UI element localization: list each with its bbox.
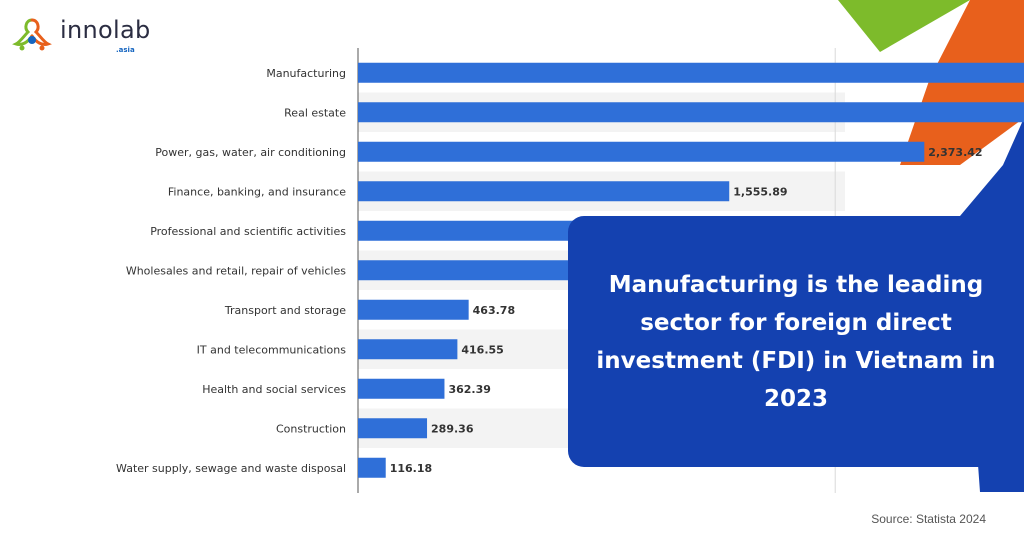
bar [358, 339, 458, 360]
category-label: Finance, banking, and insurance [168, 185, 346, 198]
bar [358, 299, 469, 320]
category-label: Wholesales and retail, repair of vehicle… [126, 264, 346, 277]
value-label: 289.36 [431, 422, 474, 435]
headline-text: Manufacturing is the leading sector for … [596, 271, 996, 412]
category-label: Power, gas, water, air conditioning [155, 146, 346, 159]
source-note: Source: Statista 2024 [871, 512, 986, 526]
bar [358, 378, 445, 399]
bar [358, 181, 730, 202]
category-label: IT and telecommunications [197, 343, 347, 356]
logo-mark-icon [12, 18, 52, 51]
innolab-logo: innolab .asia [12, 14, 152, 58]
value-label: 463.78 [473, 304, 515, 317]
bar [358, 141, 925, 162]
bar [358, 102, 1024, 123]
green-shape [838, 0, 970, 52]
value-label: 1,555.89 [733, 185, 787, 198]
value-label: 416.55 [461, 343, 503, 356]
bar [358, 62, 1024, 83]
labels: Manufacturing23,504.98Real estate4,665.7… [116, 67, 983, 475]
value-label: 2,373.42 [928, 146, 982, 159]
logo-suffix: .asia [116, 46, 135, 54]
category-label: Water supply, sewage and waste disposal [116, 462, 346, 475]
bar [358, 418, 428, 439]
category-label: Professional and scientific activities [150, 225, 346, 238]
value-label: 116.18 [390, 462, 432, 475]
category-label: Health and social services [202, 383, 346, 396]
category-label: Real estate [284, 106, 346, 119]
category-label: Transport and storage [224, 304, 346, 317]
category-label: Construction [276, 422, 346, 435]
value-label: 362.39 [448, 383, 490, 396]
headline-callout: Manufacturing is the leading sector for … [568, 216, 1024, 467]
bar [358, 457, 386, 478]
category-label: Manufacturing [266, 67, 346, 80]
logo-wordmark: innolab [60, 16, 151, 44]
